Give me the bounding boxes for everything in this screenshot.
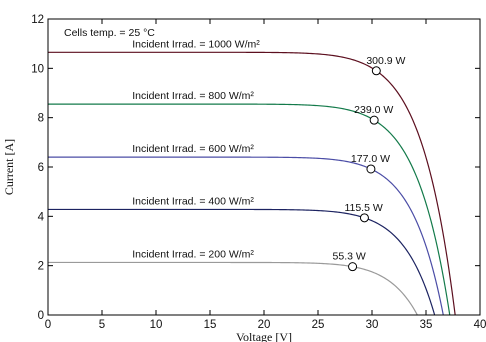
x-tick-label: 10 — [150, 319, 163, 331]
mpp-marker-4 — [359, 213, 369, 223]
x-tick-label: 15 — [204, 319, 217, 331]
series-curve-5 — [48, 261, 418, 316]
curves-layer — [48, 51, 456, 316]
y-tick-label: 2 — [38, 261, 44, 273]
mpp-marker-3 — [366, 164, 376, 174]
x-tick-label: 20 — [258, 319, 271, 331]
series-name-label-3: Incident Irrad. = 600 W/m² — [132, 143, 254, 155]
series-curve-4 — [48, 208, 436, 316]
mpp-power-label-2: 239.0 W — [354, 104, 393, 116]
series-name-label-5: Incident Irrad. = 200 W/m² — [132, 248, 254, 260]
mpp-power-label-5: 55.3 W — [333, 251, 366, 263]
series-curve-1 — [48, 51, 456, 316]
mpp-marker-1 — [371, 66, 381, 76]
series-name-label-4: Incident Irrad. = 400 W/m² — [132, 195, 254, 207]
plot-frame — [47, 18, 481, 316]
x-tick-label: 25 — [312, 319, 325, 331]
x-tick-label: 40 — [474, 319, 486, 331]
x-tick-label: 30 — [366, 319, 379, 331]
x-axis-title: Voltage [V] — [236, 330, 292, 342]
mpp-power-label-4: 115.5 W — [344, 202, 382, 214]
y-tick-label: 4 — [38, 211, 45, 223]
y-tick-label: 6 — [38, 162, 44, 174]
y-tick-label: 12 — [31, 14, 44, 26]
y-tick-label: 8 — [38, 113, 44, 125]
mpp-marker-2 — [369, 115, 379, 125]
y-tick-label: 0 — [38, 310, 44, 322]
ticks-layer: 0 5 10 15 20 25 30 35 40 0 2 4 6 8 10 12 — [31, 14, 486, 331]
mpp-markers-layer — [348, 66, 381, 272]
series-name-label-2: Incident Irrad. = 800 W/m² — [132, 90, 254, 102]
mpp-marker-5 — [348, 262, 358, 272]
mpp-power-label-1: 300.9 W — [366, 55, 405, 67]
temperature-annotation: Cells temp. = 25 °C — [64, 27, 155, 39]
y-axis-title: Current [A] — [2, 139, 16, 195]
y-tick-label: 10 — [31, 63, 44, 75]
series-name-label-1: Incident Irrad. = 1000 W/m² — [132, 38, 260, 50]
series-curve-2 — [48, 103, 451, 316]
series-curve-3 — [48, 156, 444, 316]
mpp-power-label-3: 177.0 W — [351, 153, 390, 165]
series-labels-layer: 300.9 W Incident Irrad. = 1000 W/m² 239.0 … — [132, 38, 405, 262]
x-tick-label: 5 — [99, 319, 105, 331]
x-tick-label: 35 — [420, 319, 433, 331]
x-tick-label: 0 — [45, 319, 51, 331]
